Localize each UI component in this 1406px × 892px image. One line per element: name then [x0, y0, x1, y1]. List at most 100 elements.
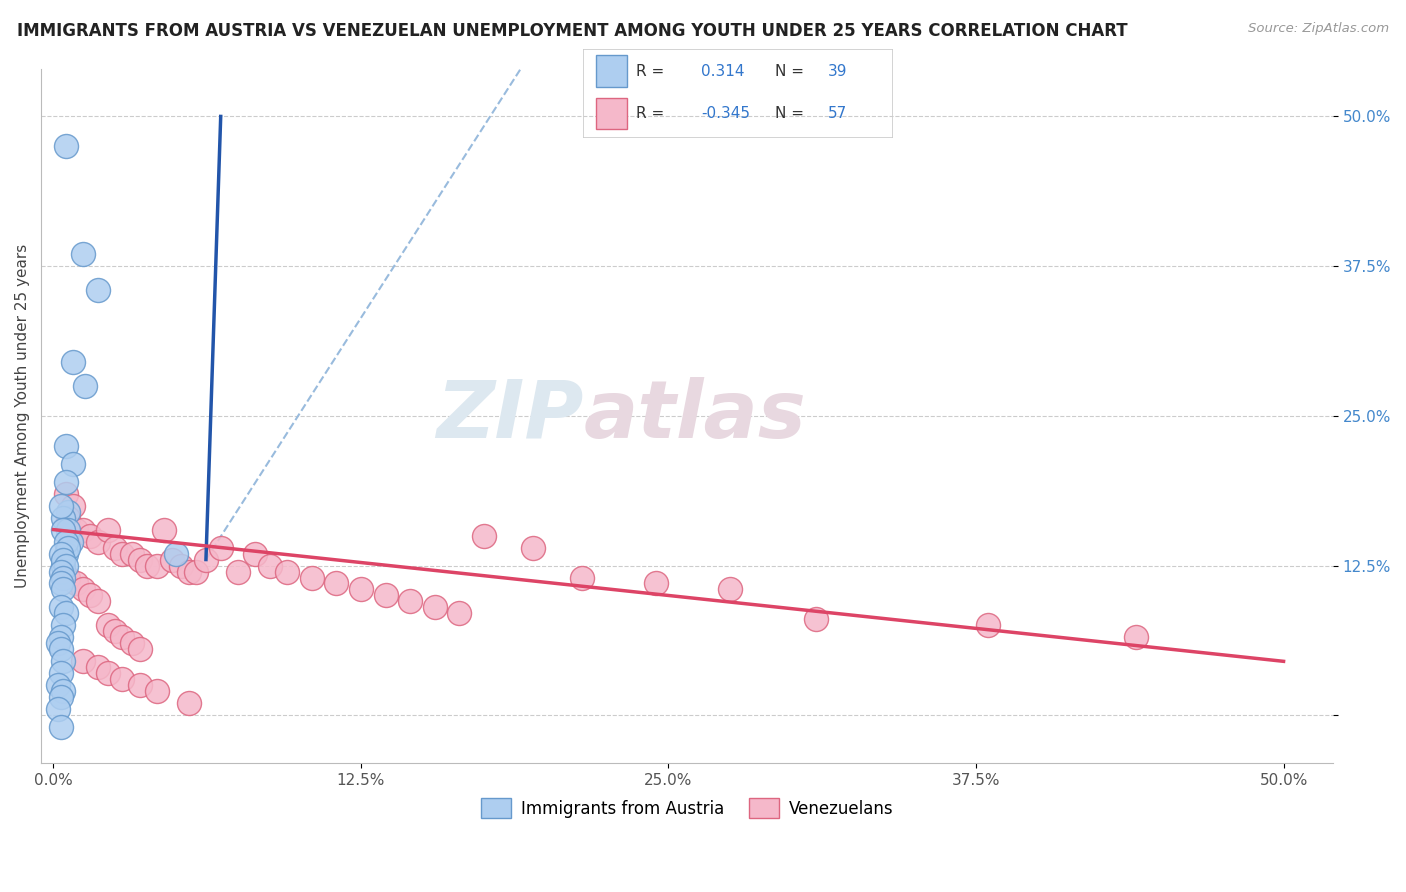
Point	[121, 547, 143, 561]
Point	[62, 355, 84, 369]
Point	[49, 666, 72, 681]
Point	[153, 523, 176, 537]
Point	[55, 486, 77, 500]
Legend: Immigrants from Austria, Venezuelans: Immigrants from Austria, Venezuelans	[474, 792, 900, 824]
Point	[121, 636, 143, 650]
Y-axis label: Unemployment Among Youth under 25 years: Unemployment Among Youth under 25 years	[15, 244, 30, 588]
Point	[96, 666, 118, 681]
Bar	[596, 98, 627, 129]
Point	[111, 673, 134, 687]
Point	[449, 607, 471, 621]
Point	[59, 534, 82, 549]
Point	[86, 660, 108, 674]
Point	[226, 565, 249, 579]
Point	[177, 565, 200, 579]
Point	[170, 558, 193, 573]
Point	[62, 499, 84, 513]
Point	[423, 600, 446, 615]
Point	[128, 642, 150, 657]
Point	[325, 576, 347, 591]
Point	[96, 618, 118, 632]
Point	[52, 582, 75, 597]
Point	[56, 541, 79, 555]
Point	[111, 547, 134, 561]
Point	[55, 607, 77, 621]
Point	[49, 642, 72, 657]
Point	[374, 589, 396, 603]
Point	[128, 678, 150, 692]
Point	[128, 552, 150, 566]
Point	[145, 558, 167, 573]
Point	[56, 570, 79, 584]
Point	[86, 283, 108, 297]
Text: Source: ZipAtlas.com: Source: ZipAtlas.com	[1249, 22, 1389, 36]
Point	[184, 565, 207, 579]
Point	[804, 612, 827, 626]
Point	[104, 541, 127, 555]
Point	[72, 654, 94, 668]
Point	[52, 558, 75, 573]
Point	[177, 696, 200, 710]
Point	[96, 523, 118, 537]
Point	[104, 624, 127, 639]
Point	[46, 636, 69, 650]
Point	[86, 594, 108, 608]
Point	[52, 684, 75, 698]
Point	[209, 541, 232, 555]
Point	[62, 457, 84, 471]
Text: 57: 57	[828, 106, 846, 120]
Point	[977, 618, 1000, 632]
Point	[65, 523, 87, 537]
Point	[49, 547, 72, 561]
Point	[75, 379, 97, 393]
Point	[52, 510, 75, 524]
Point	[52, 654, 75, 668]
Point	[52, 618, 75, 632]
Point	[135, 558, 157, 573]
Point	[522, 541, 544, 555]
Point	[56, 523, 79, 537]
Point	[49, 600, 72, 615]
Text: -0.345: -0.345	[702, 106, 749, 120]
Point	[49, 565, 72, 579]
Bar	[596, 55, 627, 87]
Point	[52, 523, 75, 537]
Point	[72, 247, 94, 261]
Point	[49, 631, 72, 645]
Point	[55, 534, 77, 549]
Point	[72, 523, 94, 537]
Point	[301, 570, 323, 584]
Point	[55, 139, 77, 153]
Point	[49, 499, 72, 513]
Point	[79, 589, 101, 603]
Point	[55, 475, 77, 489]
Text: 39: 39	[828, 64, 848, 78]
Point	[46, 678, 69, 692]
Point	[55, 547, 77, 561]
Text: 0.314: 0.314	[702, 64, 745, 78]
Point	[46, 702, 69, 716]
Point	[111, 631, 134, 645]
Point	[49, 690, 72, 705]
Point	[56, 505, 79, 519]
Point	[160, 552, 183, 566]
Text: R =: R =	[636, 64, 669, 78]
Text: R =: R =	[636, 106, 669, 120]
Text: N =: N =	[775, 64, 808, 78]
Point	[1125, 631, 1147, 645]
Point	[55, 439, 77, 453]
Point	[399, 594, 422, 608]
Point	[79, 528, 101, 542]
Point	[645, 576, 668, 591]
Point	[571, 570, 593, 584]
Point	[65, 576, 87, 591]
Point	[276, 565, 298, 579]
Text: IMMIGRANTS FROM AUSTRIA VS VENEZUELAN UNEMPLOYMENT AMONG YOUTH UNDER 25 YEARS CO: IMMIGRANTS FROM AUSTRIA VS VENEZUELAN UN…	[17, 22, 1128, 40]
Point	[243, 547, 266, 561]
Text: ZIP: ZIP	[436, 376, 583, 455]
Point	[55, 558, 77, 573]
Text: N =: N =	[775, 106, 808, 120]
Point	[52, 552, 75, 566]
Point	[194, 552, 217, 566]
Point	[49, 720, 72, 734]
